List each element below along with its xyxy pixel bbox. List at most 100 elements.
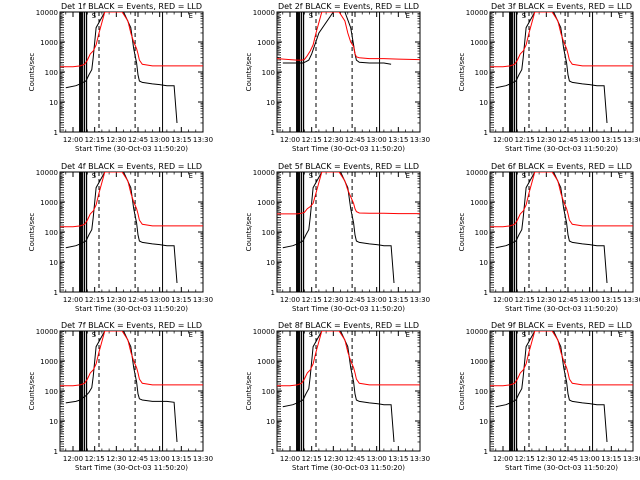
y-axis-label: Counts/sec xyxy=(245,213,253,252)
x-tick-label: 13:15 xyxy=(601,455,621,463)
x-tick-label: 13:00 xyxy=(150,136,170,144)
y-tick-label: 10000 xyxy=(36,9,58,17)
y-tick-label: 1 xyxy=(54,129,58,137)
x-tick-label: 12:30 xyxy=(323,296,343,304)
start-marker: S xyxy=(522,12,527,20)
panel-7: Det 7f BLACK = Events, RED = LLD Counts/s… xyxy=(28,321,213,472)
events-series-line xyxy=(495,12,608,124)
x-tick-label: 12:00 xyxy=(63,455,83,463)
x-axis-label: Start Time (30-Oct-03 11:50:20) xyxy=(505,305,618,313)
x-tick-label: 12:30 xyxy=(536,136,556,144)
lld-series-line xyxy=(60,331,203,387)
start-marker: S xyxy=(92,12,97,20)
start-marker: S xyxy=(522,331,527,339)
panel-1: Det 1f BLACK = Events, RED = LLD Counts/s… xyxy=(28,2,213,153)
lld-series-line xyxy=(277,331,420,387)
events-series-line xyxy=(65,331,178,443)
lld-series-line xyxy=(277,12,420,61)
x-axis-label: Start Time (30-Oct-03 11:50:20) xyxy=(75,145,188,153)
x-tick-label: 12:30 xyxy=(323,455,343,463)
y-tick-label: 1000 xyxy=(470,39,488,47)
start-marker: S xyxy=(309,331,314,339)
lld-series-line xyxy=(277,172,420,215)
y-tick-label: 1000 xyxy=(470,358,488,366)
y-tick-label: 1000 xyxy=(40,199,58,207)
end-marker: E xyxy=(406,172,410,180)
x-axis-label: Start Time (30-Oct-03 11:50:20) xyxy=(292,145,405,153)
y-axis-label: Counts/sec xyxy=(458,53,466,92)
x-axis-label: Start Time (30-Oct-03 11:50:20) xyxy=(75,464,188,472)
x-tick-label: 13:30 xyxy=(623,296,640,304)
x-tick-label: 12:30 xyxy=(323,136,343,144)
y-axis-label: Counts/sec xyxy=(28,213,36,252)
panel-9: Det 9f BLACK = Events, RED = LLD Counts/s… xyxy=(458,321,640,472)
events-series-line xyxy=(495,172,608,284)
x-axis-label: Start Time (30-Oct-03 11:50:20) xyxy=(292,305,405,313)
panel-8: Det 8f BLACK = Events, RED = LLD Counts/s… xyxy=(245,321,430,472)
start-marker: S xyxy=(92,172,97,180)
lld-series-line xyxy=(490,12,633,68)
y-tick-label: 100 xyxy=(475,69,488,77)
x-tick-label: 12:00 xyxy=(493,296,513,304)
start-marker: S xyxy=(522,172,527,180)
x-tick-label: 12:45 xyxy=(345,296,365,304)
x-axis-label: Start Time (30-Oct-03 11:50:20) xyxy=(505,145,618,153)
y-tick-label: 1000 xyxy=(40,358,58,366)
events-series-line xyxy=(282,12,392,65)
x-tick-label: 12:30 xyxy=(106,136,126,144)
events-series-line xyxy=(65,172,178,284)
x-tick-label: 12:45 xyxy=(128,455,148,463)
x-tick-label: 12:45 xyxy=(345,136,365,144)
x-tick-label: 12:15 xyxy=(302,296,322,304)
x-axis-label: Start Time (30-Oct-03 11:50:20) xyxy=(292,464,405,472)
x-tick-label: 12:00 xyxy=(493,136,513,144)
x-axis-label: Start Time (30-Oct-03 11:50:20) xyxy=(505,464,618,472)
lld-series-line xyxy=(60,12,203,68)
y-axis-label: Counts/sec xyxy=(28,372,36,411)
y-tick-label: 1 xyxy=(484,448,488,456)
x-tick-label: 13:15 xyxy=(388,455,408,463)
x-tick-label: 13:15 xyxy=(171,455,191,463)
x-tick-label: 12:45 xyxy=(345,455,365,463)
y-tick-label: 100 xyxy=(475,388,488,396)
x-tick-label: 13:00 xyxy=(367,455,387,463)
y-tick-label: 1000 xyxy=(470,199,488,207)
x-tick-label: 12:15 xyxy=(302,136,322,144)
y-tick-label: 100 xyxy=(475,229,488,237)
x-tick-label: 12:00 xyxy=(63,136,83,144)
panel-4: Det 4f BLACK = Events, RED = LLD Counts/s… xyxy=(28,162,213,313)
x-tick-label: 12:30 xyxy=(536,296,556,304)
x-tick-label: 13:00 xyxy=(150,455,170,463)
start-marker: S xyxy=(309,172,314,180)
end-marker: E xyxy=(189,172,193,180)
y-tick-label: 100 xyxy=(262,388,275,396)
y-tick-label: 1 xyxy=(271,289,275,297)
y-tick-label: 100 xyxy=(262,229,275,237)
x-tick-label: 12:45 xyxy=(558,136,578,144)
y-tick-label: 10000 xyxy=(36,169,58,177)
x-tick-label: 13:00 xyxy=(580,296,600,304)
plot-area xyxy=(277,331,420,451)
panel-title: Det 9f BLACK = Events, RED = LLD xyxy=(491,321,632,330)
x-tick-label: 12:00 xyxy=(63,296,83,304)
x-tick-label: 13:30 xyxy=(410,296,430,304)
x-tick-label: 13:15 xyxy=(388,296,408,304)
plot-area xyxy=(490,12,633,132)
events-series-line xyxy=(282,172,395,284)
y-tick-label: 100 xyxy=(262,69,275,77)
start-marker: S xyxy=(309,12,314,20)
y-tick-label: 1 xyxy=(484,289,488,297)
end-marker: E xyxy=(619,172,623,180)
y-tick-label: 10 xyxy=(266,259,275,267)
panel-title: Det 8f BLACK = Events, RED = LLD xyxy=(278,321,419,330)
y-tick-label: 10 xyxy=(479,259,488,267)
x-tick-label: 13:15 xyxy=(601,136,621,144)
x-tick-label: 13:00 xyxy=(580,136,600,144)
y-tick-label: 10 xyxy=(266,418,275,426)
y-tick-label: 10000 xyxy=(466,9,488,17)
x-tick-label: 12:30 xyxy=(536,455,556,463)
x-tick-label: 12:45 xyxy=(558,455,578,463)
x-tick-label: 12:15 xyxy=(302,455,322,463)
x-tick-label: 12:15 xyxy=(515,455,535,463)
